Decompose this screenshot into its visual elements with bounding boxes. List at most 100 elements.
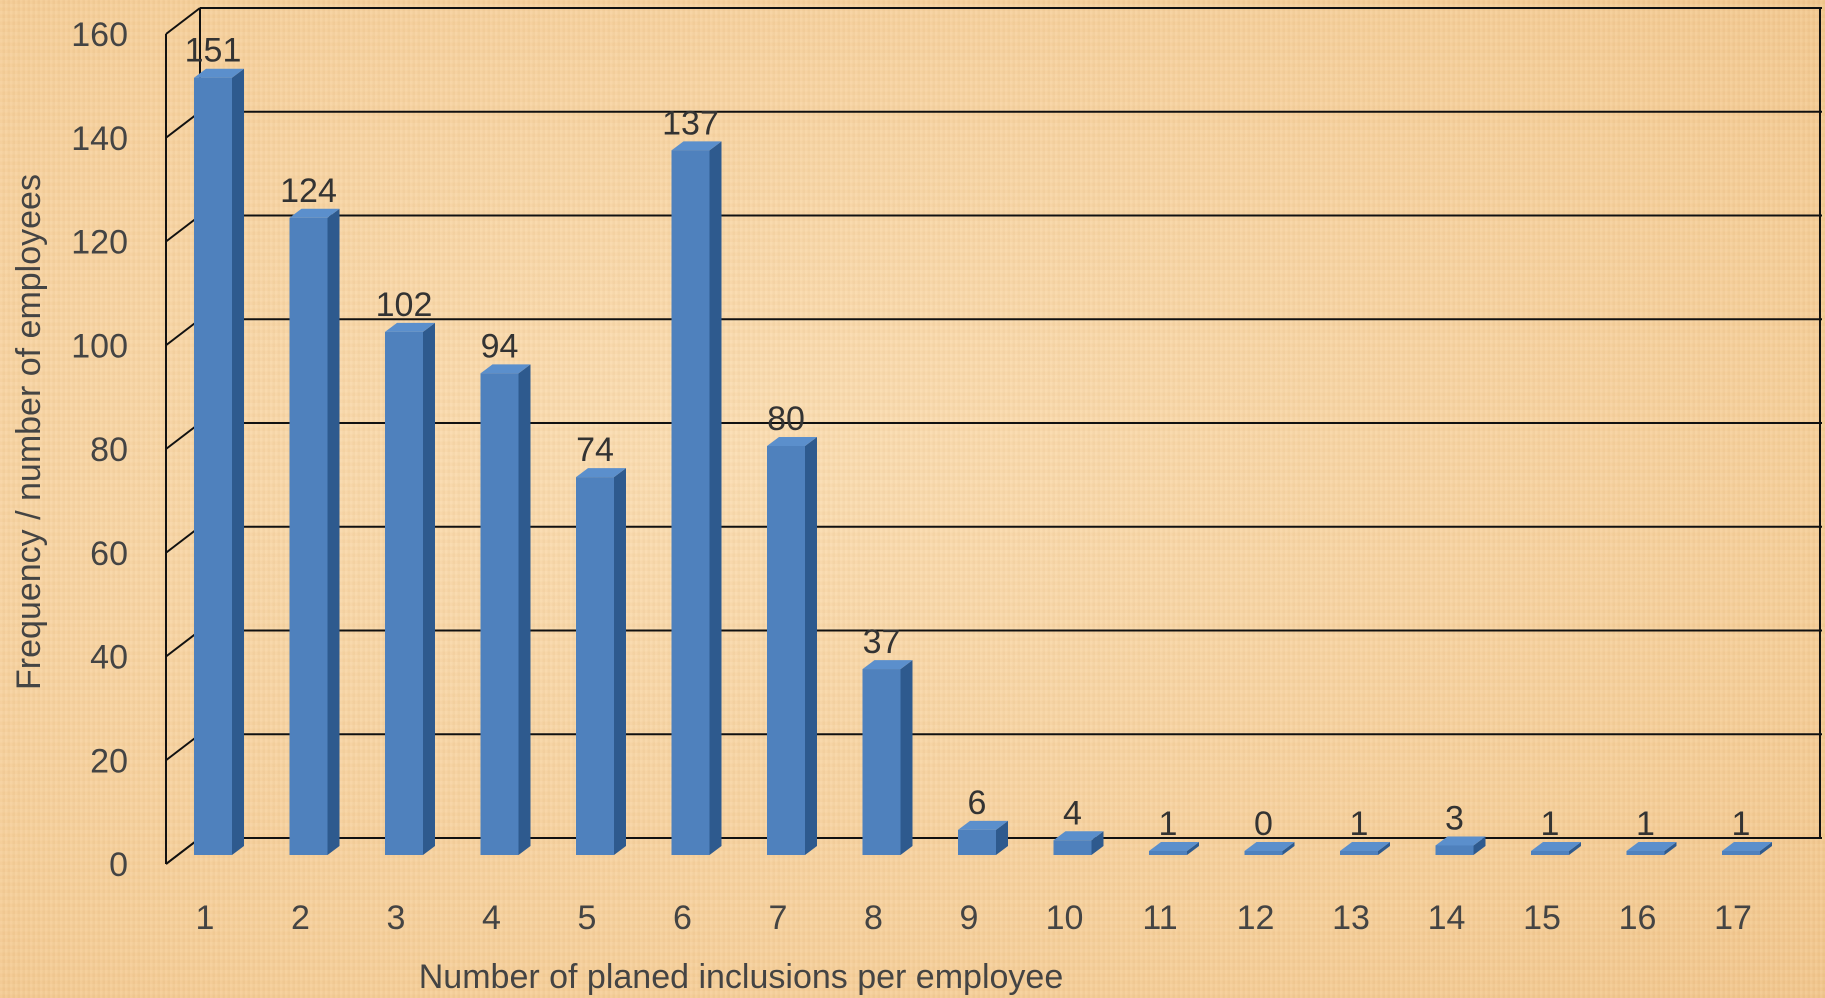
bar-front [576,477,614,855]
bar-top [1340,842,1390,851]
bar-side [518,364,531,855]
bar-front [1149,851,1187,855]
bar-top [1722,842,1772,851]
bar [1340,842,1390,855]
bar-front [958,829,996,855]
bar [1626,842,1677,855]
bar-top [1531,842,1581,851]
bar [576,468,626,855]
bar-top [480,364,531,374]
bar-front [767,446,805,855]
x-tick-label: 3 [387,899,406,937]
bar-top [1053,831,1104,841]
bar [671,141,722,855]
bar [1435,836,1486,855]
x-tick-label: 9 [960,899,979,937]
x-tick-label: 16 [1619,899,1657,937]
bar-top [289,208,340,218]
bar [1053,831,1104,855]
bar-side [1091,831,1104,855]
data-label: 124 [280,172,337,210]
bar-front [1626,851,1665,855]
bar-side [1473,836,1486,855]
y-tick-label: 80 [90,431,128,469]
bar-top [194,68,244,78]
data-label: 94 [481,327,519,365]
y-tick-label: 40 [90,639,128,677]
bar-top [385,322,435,332]
data-label: 1 [1636,805,1655,843]
bar-top [862,660,913,670]
y-tick-label: 140 [71,120,128,158]
bar-side [327,208,340,855]
data-label: 74 [576,431,614,469]
data-label: 37 [863,623,901,661]
x-tick-label: 6 [673,899,692,937]
bar-top [671,141,722,151]
bar-front [194,77,232,855]
bar-side [1378,842,1390,855]
bar-top [1435,836,1486,846]
x-tick-label: 14 [1428,899,1466,937]
bar-front [480,373,519,855]
data-label: 80 [767,400,805,438]
bar-side [900,660,913,855]
data-label: 151 [185,32,242,70]
bar-front [1531,851,1569,855]
bar [767,437,817,855]
bar [1244,842,1295,855]
y-tick-label: 100 [71,327,128,365]
x-tick-label: 11 [1142,899,1177,937]
gridline-diag-160 [165,7,201,35]
bars [194,68,1772,855]
bar [385,322,435,855]
bar-front [385,331,423,855]
bar-front [1435,845,1474,855]
bar-front [671,150,710,855]
bar-top [1626,842,1677,851]
y-tick-label: 60 [90,535,128,573]
x-tick-label: 13 [1332,899,1370,937]
x-tick-label: 10 [1046,899,1084,937]
data-label: 1 [1541,805,1560,843]
bar [958,820,1008,855]
data-label: 1 [1732,805,1751,843]
data-label: 4 [1063,794,1082,832]
bar [862,660,913,855]
bar-top [576,468,626,478]
y-axis-title: Frequency / number of employees [10,174,48,690]
bar-side [614,468,626,855]
bar [480,364,531,855]
bar-side [423,322,435,855]
bar-front [289,217,328,855]
bar-top [958,820,1008,830]
data-label: 137 [662,104,719,142]
gridlines [165,7,1822,865]
x-tick-label: 15 [1523,899,1561,937]
y-tick-label: 20 [90,742,128,780]
y-tick-label: 120 [71,224,128,262]
bar [289,208,340,855]
bar-top [1149,842,1199,851]
x-tick-label: 4 [482,899,501,937]
bar [194,68,244,855]
bar-side [1282,842,1295,855]
bar-front [862,669,901,855]
bar-side [1187,842,1199,855]
x-axis-title: Number of planed inclusions per employee [419,958,1063,996]
bar [1531,842,1581,855]
bar-top [767,437,817,446]
bar-side [1760,842,1772,855]
data-label: 1 [1350,805,1369,843]
x-tick-label: 12 [1237,899,1275,937]
x-tick-label: 2 [291,899,310,937]
y-tick-label: 0 [109,846,128,884]
bar-front [1340,851,1378,855]
bar [1149,842,1199,855]
x-tick-label: 17 [1714,899,1752,937]
x-tick-label: 7 [769,899,788,937]
x-tick-label: 8 [864,899,883,937]
